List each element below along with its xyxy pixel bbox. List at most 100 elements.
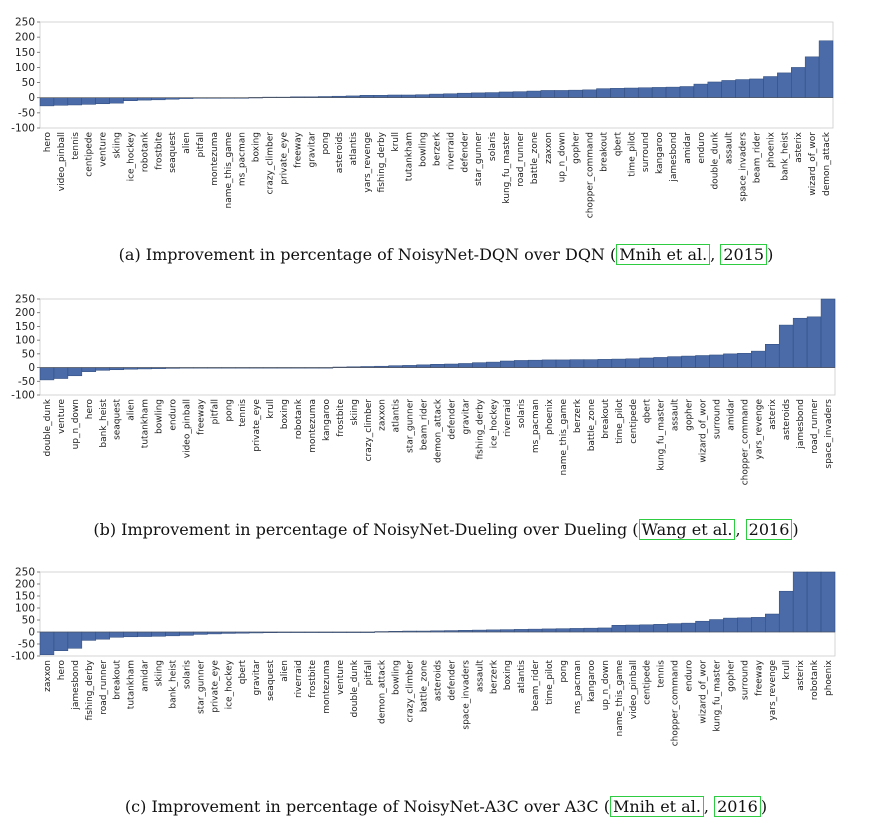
y-tick-label-a-2: 0	[28, 92, 35, 104]
y-tick-label-b-6: 200	[15, 307, 35, 319]
x-tick-label-c-name_this_game: name_this_game	[615, 660, 625, 737]
x-tick-label-b-ms_pacman: ms_pacman	[531, 399, 541, 453]
bar-a-riverraid	[443, 93, 458, 98]
x-tick-label-c-pong: pong	[559, 660, 569, 683]
bar-c-skiing	[151, 631, 166, 637]
caption-c-suffix: )	[760, 797, 768, 816]
x-tick-label-a-pong: pong	[321, 132, 331, 155]
caption-a-cite-author[interactable]: Mnih et al.	[616, 244, 711, 265]
x-tick-label-a-phoenix: phoenix	[766, 131, 776, 168]
x-tick-label-b-breakout: breakout	[601, 399, 611, 439]
x-tick-label-a-video_pinball: video_pinball	[57, 132, 67, 191]
caption-b-cite-year[interactable]: 2016	[745, 519, 793, 540]
plot-area-c	[39, 571, 836, 657]
x-tick-label-a-yars_revenge: yars_revenge	[363, 132, 373, 193]
bar-c-phoenix	[820, 571, 836, 633]
bar-c-zaxxon	[39, 631, 55, 656]
x-tick-label-c-enduro: enduro	[685, 660, 695, 692]
bar-c-up_n_down	[597, 627, 613, 633]
y-tick-label-c-5: 150	[15, 591, 35, 603]
bar-b-space_invaders	[820, 298, 836, 368]
bar-c-pong	[555, 628, 571, 633]
x-tick-label-a-bank_heist: bank_heist	[780, 132, 790, 181]
bar-a-frostbite	[151, 97, 166, 101]
y-tick-label-b-7: 250	[15, 294, 35, 306]
bar-a-kangaroo	[651, 87, 667, 98]
x-tick-label-a-demon_attack: demon_attack	[822, 131, 832, 196]
x-tick-label-a-asterix: asterix	[794, 131, 804, 162]
bar-a-star_gunner	[471, 92, 486, 98]
x-tick-label-a-star_gunner: star_gunner	[474, 132, 484, 186]
x-tick-label-c-frostbite: frostbite	[308, 660, 318, 698]
bar-c-name_this_game	[611, 625, 627, 633]
bar-b-riverraid	[500, 360, 515, 368]
caption-b-prefix: (b) Improvement in percentage of NoisyNe…	[93, 520, 639, 539]
bar-b-kung_fu_master	[653, 357, 668, 368]
x-tick-label-c-fishing_derby: fishing_derby	[85, 659, 95, 720]
x-tick-label-b-zaxxon: zaxxon	[378, 399, 388, 431]
bar-c-fishing_derby	[81, 631, 97, 641]
bar-a-surround	[637, 87, 653, 98]
x-tick-label-c-zaxxon: zaxxon	[43, 660, 53, 692]
bar-b-amidar	[723, 353, 738, 368]
bar-b-wizard_of_wor	[695, 355, 710, 368]
bar-b-beam_rider	[416, 364, 431, 368]
x-tick-label-c-solaris: solaris	[182, 660, 192, 689]
x-tick-label-c-surround: surround	[740, 660, 750, 700]
bar-a-phoenix	[763, 76, 778, 98]
bar-a-tennis	[67, 97, 82, 106]
bar-b-qbert	[639, 357, 654, 368]
y-tick-label-c-2: 0	[28, 627, 35, 639]
x-tick-label-c-tennis: tennis	[657, 660, 667, 688]
caption-c-cite-year[interactable]: 2016	[714, 796, 761, 817]
x-tick-label-b-atlantis: atlantis	[392, 399, 402, 433]
y-tick-label-c-3: 50	[22, 615, 35, 627]
y-tick-label-a-5: 150	[15, 47, 35, 59]
x-tick-label-b-hero: hero	[85, 399, 95, 420]
x-tick-label-b-jamesbond: jamesbond	[796, 399, 806, 450]
y-tick-label-b-0: -100	[11, 390, 35, 402]
bar-c-ms_pacman	[569, 628, 585, 633]
caption-c-cite-author[interactable]: Mnih et al.	[610, 796, 704, 817]
bar-c-berzerk	[486, 629, 501, 633]
y-tick-label-c-6: 200	[15, 579, 35, 591]
bar-a-fishing_derby	[373, 95, 389, 98]
x-tick-label-c-qbert: qbert	[238, 660, 248, 685]
x-tick-label-c-demon_attack: demon_attack	[378, 659, 388, 724]
x-tick-label-a-krull: krull	[391, 132, 401, 152]
x-tick-label-c-centipede: centipede	[643, 660, 653, 705]
x-tick-label-a-ms_pacman: ms_pacman	[238, 132, 248, 186]
x-tick-label-a-gopher: gopher	[572, 132, 582, 164]
caption-c-prefix: (c) Improvement in percentage of NoisyNe…	[124, 797, 610, 816]
caption-a-cite-year[interactable]: 2015	[720, 244, 768, 265]
x-tick-label-b-bowling: bowling	[155, 399, 165, 434]
x-tick-label-c-freeway: freeway	[754, 659, 764, 696]
x-tick-label-c-double_dunk: double_dunk	[350, 659, 360, 717]
bar-c-wizard_of_wor	[695, 620, 710, 633]
x-tick-label-b-boxing: boxing	[280, 399, 290, 429]
x-tick-label-c-kangaroo: kangaroo	[587, 660, 597, 703]
x-tick-label-c-robotank: robotank	[810, 659, 820, 700]
x-tick-label-c-time_pilot: time_pilot	[545, 660, 555, 705]
x-tick-label-c-atlantis: atlantis	[517, 660, 527, 694]
x-tick-label-b-enduro: enduro	[169, 399, 179, 431]
x-tick-label-b-freeway: freeway	[196, 398, 206, 435]
x-tick-label-a-wizard_of_wor: wizard_of_wor	[808, 132, 818, 196]
y-tick-label-b-4: 100	[15, 335, 35, 347]
bar-c-gopher	[723, 617, 738, 633]
x-tick-label-c-beam_rider: beam_rider	[531, 660, 541, 711]
x-tick-label-c-asteroids: asteroids	[434, 660, 444, 701]
caption-b-cite-author[interactable]: Wang et al.	[638, 519, 736, 540]
bar-a-amidar	[679, 86, 695, 98]
x-tick-label-b-fishing_derby: fishing_derby	[475, 398, 485, 459]
x-tick-label-a-qbert: qbert	[613, 132, 623, 157]
bar-b-defender	[444, 363, 459, 368]
x-tick-label-c-jamesbond: jamesbond	[71, 660, 81, 711]
x-tick-label-c-wizard_of_wor: wizard_of_wor	[699, 660, 709, 724]
x-tick-label-b-crazy_climber: crazy_climber	[364, 399, 374, 462]
x-tick-label-c-private_eye: private_eye	[210, 660, 220, 713]
plot-area-a	[39, 21, 834, 129]
x-tick-label-c-skiing: skiing	[155, 660, 165, 686]
bar-a-space_invaders	[735, 79, 750, 98]
